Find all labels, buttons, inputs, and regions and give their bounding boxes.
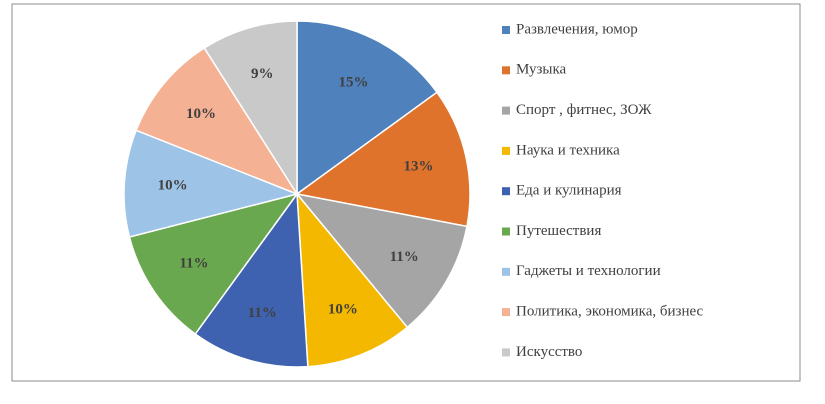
data-label: 11% [248,305,277,321]
legend-label: Наука и техника [516,142,620,158]
data-label: 10% [186,106,216,122]
legend-marker [502,26,510,34]
pie-slice [194,191,309,368]
legend-marker [502,348,510,357]
data-label: 15% [339,74,369,90]
legend-marker [502,66,510,75]
data-label: 11% [179,255,208,271]
data-label: 13% [404,158,434,174]
pie-slice [295,91,471,228]
legend-marker [502,187,510,196]
pie-slice [135,46,299,196]
pie-slice [203,20,298,197]
data-label: 10% [328,301,358,317]
data-label: 11% [390,249,419,265]
legend-label: Политика, экономика, бизнес [516,304,704,320]
legend-marker [502,146,510,155]
data-label: 9% [251,66,274,82]
pie-slice [296,20,439,196]
legend-marker [502,267,510,276]
data-label: 10% [158,178,188,194]
pie-slice [295,192,468,329]
legend-label: Гаджеты и технологии [516,263,661,279]
legend-marker [502,308,510,317]
legend-marker [502,106,510,115]
legend-label: Спорт , фитнес, ЗОЖ [516,102,652,118]
legend-label: Еда и кулинария [516,183,622,199]
pie-slice [123,129,300,238]
legend-marker [502,227,510,236]
pie-slice [128,192,299,336]
legend-label: Путешествия [516,223,601,239]
pie-slice [296,191,409,368]
legend-label: Искусство [516,344,582,360]
legend-label: Музыка [516,62,567,78]
legend-label: Развлечения, юмор [516,21,638,37]
